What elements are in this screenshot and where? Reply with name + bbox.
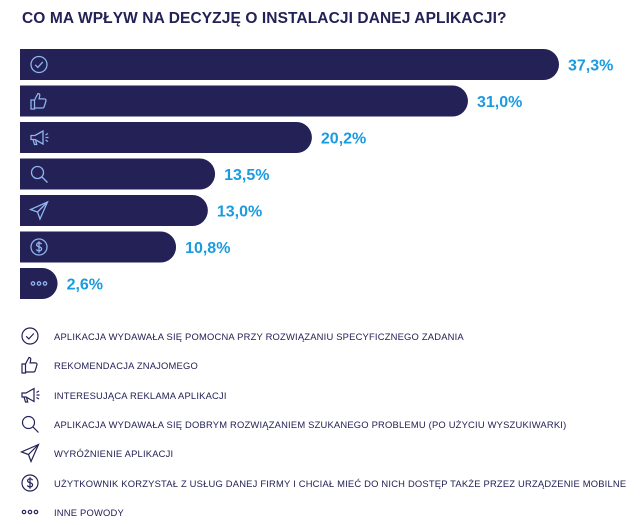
dollar-coin-icon <box>30 238 48 256</box>
bar-row: 2,6% <box>20 268 103 299</box>
chart-title: CO MA WPŁYW NA DECYZJĘ O INSTALACJI DANE… <box>22 10 507 27</box>
value-label: 37,3% <box>568 58 613 75</box>
thumbs-up-icon <box>30 92 47 110</box>
megaphone-icon <box>18 383 42 407</box>
legend-item: APLIKACJA WYDAWAŁA SIĘ POMOCNA PRZY ROZW… <box>18 323 464 349</box>
bar-row: 13,0% <box>20 195 262 226</box>
legend-item: REKOMENDACJA ZNAJOMEGO <box>18 352 198 378</box>
legend-item: INNE POWODY <box>18 499 124 525</box>
bar <box>20 49 559 80</box>
search-icon <box>18 412 42 436</box>
bar <box>20 85 468 117</box>
value-label: 10,8% <box>185 240 230 257</box>
legend-label: REKOMENDACJA ZNAJOMEGO <box>54 359 198 371</box>
legend-label: INTERESUJĄCA REKLAMA APLIKACJI <box>54 389 227 401</box>
legend-label: APLIKACJA WYDAWAŁA SIĘ DOBRYM ROZWIĄZANI… <box>54 418 567 430</box>
value-label: 2,6% <box>67 277 103 294</box>
thumbs-up-icon <box>18 353 42 377</box>
dots-icon <box>30 281 48 286</box>
bar-chart: 37,3% 31,0% 20,2% 13,5% 13,0% 10,8% 2,6% <box>20 49 613 299</box>
value-label: 13,5% <box>224 167 269 184</box>
value-label: 13,0% <box>217 204 262 221</box>
dots-icon <box>18 500 42 524</box>
value-label: 31,0% <box>477 94 522 111</box>
bar <box>20 231 177 263</box>
bar <box>20 158 216 190</box>
legend-item: APLIKACJA WYDAWAŁA SIĘ DOBRYM ROZWIĄZANI… <box>18 411 566 437</box>
bar-row: 31,0% <box>20 85 522 117</box>
value-label: 20,2% <box>321 131 366 148</box>
legend-label: UŻYTKOWNIK KORZYSTAŁ Z USŁUG DANEJ FIRMY… <box>54 477 627 489</box>
send-icon <box>28 200 49 221</box>
check-circle-icon <box>18 324 42 348</box>
legend-label: INNE POWODY <box>54 506 124 518</box>
bar-row: 13,5% <box>20 158 269 190</box>
legend-item: INTERESUJĄCA REKLAMA APLIKACJI <box>18 382 227 408</box>
bar-row: 37,3% <box>20 49 613 80</box>
megaphone-icon <box>30 129 49 146</box>
send-icon <box>18 441 42 465</box>
bar-row: 20,2% <box>20 122 366 153</box>
dollar-coin-icon <box>18 471 42 495</box>
bar <box>20 122 312 153</box>
legend-item: WYRÓŻNIENIE APLIKACJI <box>18 440 173 466</box>
bar-row: 10,8% <box>20 231 230 263</box>
bar <box>20 268 58 299</box>
legend-label: APLIKACJA WYDAWAŁA SIĘ POMOCNA PRZY ROZW… <box>54 330 464 342</box>
check-circle-icon <box>30 55 48 74</box>
legend-label: WYRÓŻNIENIE APLIKACJI <box>54 447 174 459</box>
search-icon <box>30 165 48 183</box>
legend-item: UŻYTKOWNIK KORZYSTAŁ Z USŁUG DANEJ FIRMY… <box>18 470 626 496</box>
bar <box>20 195 208 226</box>
